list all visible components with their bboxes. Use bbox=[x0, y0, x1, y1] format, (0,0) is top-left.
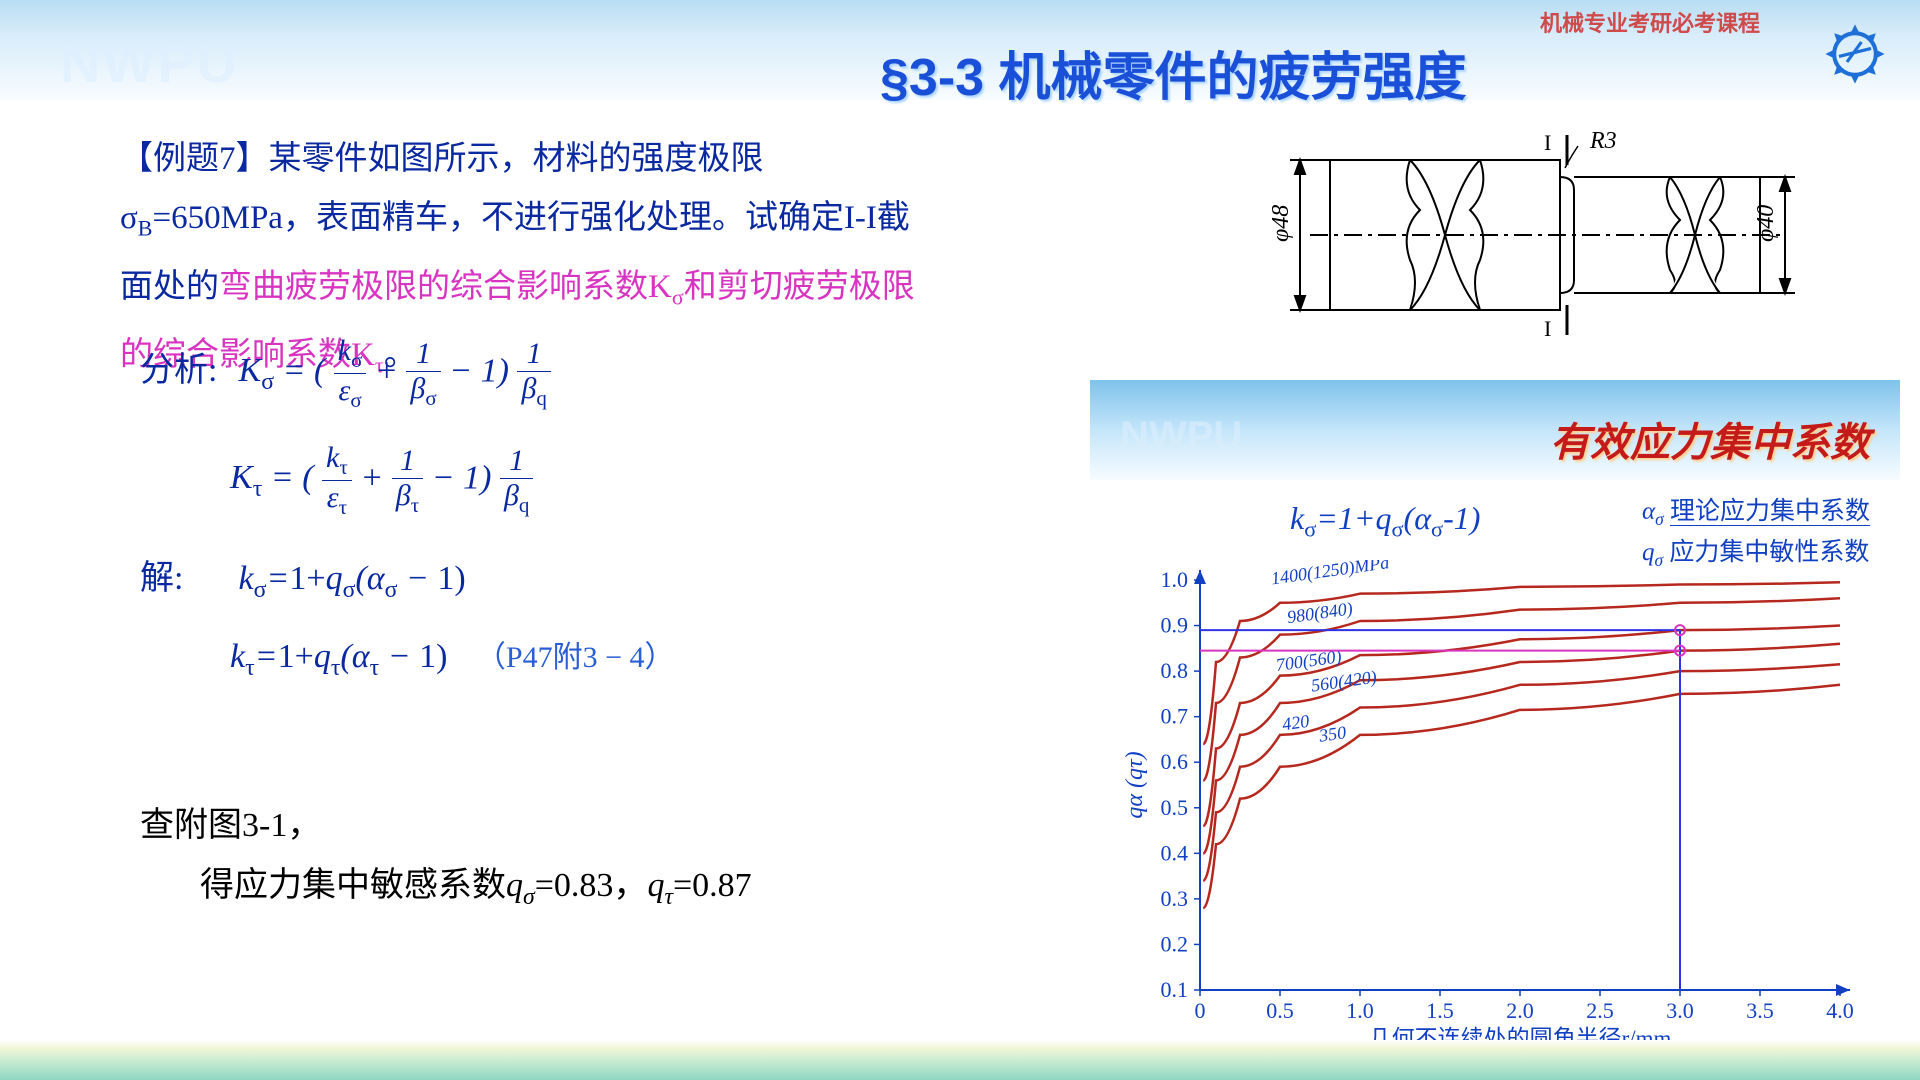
svg-text:0.3: 0.3 bbox=[1161, 886, 1189, 911]
formula-k-tau: kτ=1+qτ(ατ − 1) （P47附3 − 4） bbox=[230, 632, 675, 682]
sigma-b-sub: B bbox=[138, 216, 153, 241]
course-tag: 机械专业考研必考课程 bbox=[1540, 6, 1760, 38]
formula-K-sigma: 分析: Kσ = ( kσεσ + 1βσ − 1) 1βq bbox=[140, 334, 675, 413]
svg-text:350: 350 bbox=[1317, 722, 1348, 746]
svg-text:0.2: 0.2 bbox=[1161, 931, 1189, 956]
result-line-1: 查附图3-1， bbox=[140, 796, 930, 856]
formula-k-sigma: 解: kσ=1+qσ(ασ − 1) bbox=[140, 550, 675, 604]
q-r-chart: 0.1 0.2 0.3 0.4 0.5 0.6 0.7 0.8 0.9 1.0 0 0.5 1.0 1.5… bbox=[1110, 560, 1890, 1050]
svg-text:420: 420 bbox=[1281, 711, 1311, 735]
shaft-diagram: φ48 φ40 R3 I I bbox=[1260, 130, 1800, 340]
banner: 机械专业考研必考课程 NWPU §3-3 机械零件的疲劳强度 bbox=[0, 0, 1920, 100]
svg-text:1.0: 1.0 bbox=[1161, 567, 1189, 592]
svg-text:0.9: 0.9 bbox=[1161, 613, 1189, 638]
gear-plane-logo-icon bbox=[1815, 18, 1895, 90]
svg-text:0.4: 0.4 bbox=[1161, 840, 1189, 865]
chart-title: 有效应力集中系数 bbox=[1550, 410, 1870, 468]
svg-text:2.5: 2.5 bbox=[1586, 998, 1614, 1023]
section-title: §3-3 机械零件的疲劳强度 bbox=[880, 35, 1467, 110]
dim-big: φ48 bbox=[1268, 205, 1294, 242]
svg-text:0: 0 bbox=[1195, 998, 1206, 1023]
svg-text:1.0: 1.0 bbox=[1346, 998, 1374, 1023]
result-block: 查附图3-1， 得应力集中敏感系数qσ=0.83，qτ=0.87 bbox=[140, 796, 930, 927]
analysis-block: 分析: Kσ = ( kσεσ + 1βσ − 1) 1βq Kτ = ( kτ… bbox=[140, 334, 675, 710]
svg-text:0.5: 0.5 bbox=[1161, 795, 1189, 820]
svg-text:0.7: 0.7 bbox=[1161, 704, 1189, 729]
result-line-2: 得应力集中敏感系数qσ=0.83，qτ=0.87 bbox=[140, 856, 930, 927]
svg-text:0.6: 0.6 bbox=[1161, 749, 1189, 774]
svg-text:4.0: 4.0 bbox=[1826, 998, 1854, 1023]
svg-text:1.5: 1.5 bbox=[1426, 998, 1454, 1023]
svg-text:3.5: 3.5 bbox=[1746, 998, 1774, 1023]
chart-formula: kσ=1+qσ(ασ-1) bbox=[1290, 500, 1480, 542]
dim-small: φ40 bbox=[1753, 205, 1779, 242]
page-note: （P47附3 − 4） bbox=[476, 641, 675, 674]
svg-text:2.0: 2.0 bbox=[1506, 998, 1534, 1023]
svg-text:3.0: 3.0 bbox=[1666, 998, 1694, 1023]
svg-text:0.1: 0.1 bbox=[1161, 977, 1189, 1002]
chart-panel: NWPU 有效应力集中系数 kσ=1+qσ(ασ-1) ασ 理论应力集中系数 … bbox=[1090, 380, 1900, 1060]
footer-gradient bbox=[0, 1040, 1920, 1080]
svg-text:1400(1250)MPa: 1400(1250)MPa bbox=[1270, 560, 1391, 590]
svg-text:0.8: 0.8 bbox=[1161, 658, 1189, 683]
chart-watermark: NWPU bbox=[1120, 414, 1242, 459]
radius-label: R3 bbox=[1589, 130, 1617, 154]
formula-K-tau: Kτ = ( kτετ + 1βτ − 1) 1βq bbox=[230, 441, 675, 520]
svg-text:0.5: 0.5 bbox=[1266, 998, 1294, 1023]
section-bottom: I bbox=[1544, 316, 1551, 340]
nwpu-watermark: NWPU bbox=[60, 30, 239, 95]
svg-text:qα (qτ): qα (qτ) bbox=[1122, 751, 1148, 818]
section-top: I bbox=[1544, 130, 1551, 155]
